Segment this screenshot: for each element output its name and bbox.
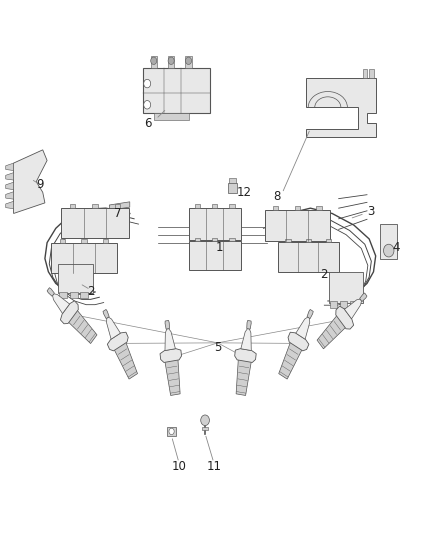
Bar: [369, 69, 374, 78]
Polygon shape: [160, 349, 182, 362]
Polygon shape: [230, 238, 235, 241]
Polygon shape: [6, 163, 14, 171]
Circle shape: [144, 101, 151, 109]
Polygon shape: [6, 201, 14, 209]
Bar: [328, 272, 364, 303]
Polygon shape: [230, 204, 235, 208]
Text: 9: 9: [36, 178, 43, 191]
Bar: [330, 302, 337, 308]
Polygon shape: [92, 204, 98, 208]
Polygon shape: [285, 239, 290, 243]
Polygon shape: [188, 208, 241, 240]
Polygon shape: [107, 332, 128, 351]
Polygon shape: [235, 349, 256, 362]
Polygon shape: [212, 238, 217, 241]
Text: 2: 2: [320, 269, 327, 281]
Polygon shape: [278, 243, 339, 271]
Text: 2: 2: [87, 286, 94, 298]
Bar: [340, 302, 347, 308]
Polygon shape: [295, 206, 300, 210]
Polygon shape: [326, 239, 331, 243]
Bar: [228, 183, 237, 193]
Polygon shape: [265, 210, 330, 240]
Polygon shape: [67, 308, 97, 344]
Circle shape: [169, 428, 174, 434]
Text: 8: 8: [273, 190, 280, 203]
Circle shape: [144, 79, 151, 88]
Polygon shape: [6, 192, 14, 199]
Polygon shape: [306, 78, 376, 136]
Polygon shape: [165, 320, 170, 329]
Bar: [80, 292, 88, 298]
Bar: [202, 426, 208, 430]
Text: 12: 12: [237, 186, 252, 199]
Polygon shape: [317, 313, 347, 349]
Bar: [185, 56, 191, 68]
Polygon shape: [113, 340, 138, 379]
Polygon shape: [165, 329, 175, 351]
Bar: [70, 292, 78, 298]
Polygon shape: [103, 239, 109, 243]
Polygon shape: [165, 357, 180, 395]
Polygon shape: [53, 294, 70, 313]
Bar: [350, 302, 357, 308]
Bar: [154, 113, 188, 119]
Text: 11: 11: [206, 461, 221, 473]
Polygon shape: [360, 293, 367, 302]
Polygon shape: [212, 204, 217, 208]
Polygon shape: [188, 241, 241, 270]
Polygon shape: [288, 332, 309, 351]
Polygon shape: [60, 301, 78, 324]
Polygon shape: [296, 317, 310, 339]
Circle shape: [201, 415, 209, 425]
Polygon shape: [306, 239, 311, 243]
Polygon shape: [336, 306, 353, 329]
Polygon shape: [236, 357, 252, 395]
Text: 1: 1: [215, 241, 223, 254]
Polygon shape: [247, 320, 251, 329]
Bar: [230, 179, 236, 183]
Text: 4: 4: [393, 241, 400, 254]
Bar: [143, 68, 210, 113]
Text: 5: 5: [214, 341, 221, 353]
Bar: [59, 292, 67, 298]
Text: 7: 7: [114, 207, 122, 220]
Polygon shape: [61, 208, 129, 238]
Text: 10: 10: [172, 461, 187, 473]
Polygon shape: [81, 239, 87, 243]
Polygon shape: [70, 204, 75, 208]
Polygon shape: [6, 173, 14, 180]
Polygon shape: [115, 204, 120, 208]
Bar: [168, 56, 174, 68]
Polygon shape: [14, 150, 47, 214]
Polygon shape: [194, 238, 200, 241]
Bar: [363, 69, 367, 78]
Polygon shape: [345, 299, 361, 319]
Circle shape: [151, 57, 157, 64]
Circle shape: [168, 57, 174, 64]
Polygon shape: [6, 182, 14, 190]
Polygon shape: [60, 239, 65, 243]
Bar: [380, 224, 397, 259]
Text: 6: 6: [144, 117, 152, 130]
Polygon shape: [241, 329, 251, 351]
Bar: [167, 426, 177, 436]
Text: 3: 3: [367, 205, 374, 218]
Polygon shape: [194, 204, 200, 208]
Polygon shape: [273, 206, 278, 210]
Polygon shape: [106, 317, 120, 339]
Polygon shape: [279, 340, 303, 379]
Bar: [58, 264, 93, 293]
Polygon shape: [51, 243, 117, 273]
Polygon shape: [317, 206, 322, 210]
Polygon shape: [103, 310, 109, 319]
Polygon shape: [110, 202, 130, 211]
Bar: [151, 56, 157, 68]
Circle shape: [384, 244, 394, 257]
Circle shape: [185, 57, 191, 64]
Polygon shape: [307, 310, 313, 319]
Polygon shape: [47, 288, 54, 296]
